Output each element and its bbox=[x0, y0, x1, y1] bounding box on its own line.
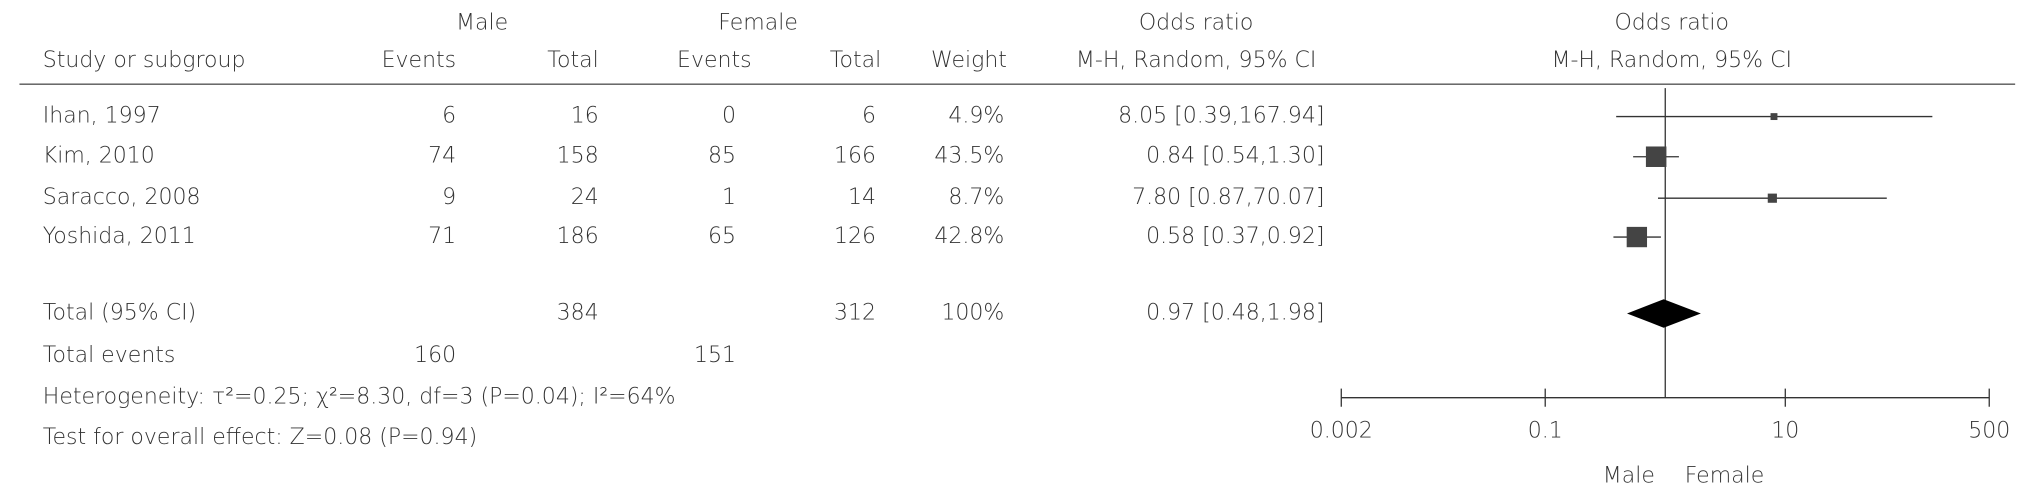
pooled-diamond bbox=[1626, 299, 1701, 328]
cell: 85 bbox=[708, 144, 736, 169]
cell: 24 bbox=[571, 185, 599, 210]
cell: 158 bbox=[557, 144, 599, 169]
cell: 74 bbox=[428, 144, 456, 169]
cell: 126 bbox=[834, 224, 876, 249]
study-name: Kim, 2010 bbox=[43, 144, 155, 169]
cell: 0.58 [0.37,0.92] bbox=[1146, 224, 1324, 249]
x-tick-label: 0.1 bbox=[1528, 418, 1563, 443]
study-name: Saracco, 2008 bbox=[43, 185, 201, 210]
total-events-name: Total events bbox=[43, 343, 176, 368]
cell: 100% bbox=[941, 300, 1004, 325]
cell: 1 bbox=[722, 185, 736, 210]
cell: 160 bbox=[414, 343, 456, 368]
cell: 384 bbox=[557, 300, 599, 325]
column-header: Total bbox=[547, 48, 598, 73]
cell: 312 bbox=[834, 300, 876, 325]
column-header: M-H, Random, 95% CI bbox=[1551, 48, 1791, 73]
cell: 151 bbox=[694, 343, 736, 368]
heterogeneity: Heterogeneity: τ²=0.25; χ²=8.30, df=3 (P… bbox=[43, 385, 676, 410]
cell: 14 bbox=[848, 185, 876, 210]
study-name: Yoshida, 2011 bbox=[43, 224, 196, 249]
group-header: Odds ratio bbox=[1614, 10, 1729, 35]
cell: 8.7% bbox=[948, 185, 1004, 210]
cell: 71 bbox=[428, 224, 456, 249]
cell: 8.05 [0.39,167.94] bbox=[1118, 104, 1324, 129]
cell: 0.97 [0.48,1.98] bbox=[1146, 300, 1324, 325]
x-tick-label: 0.002 bbox=[1310, 418, 1373, 443]
effect-square bbox=[1767, 193, 1777, 203]
column-header: Weight bbox=[931, 48, 1007, 73]
cell: 42.8% bbox=[934, 224, 1004, 249]
cell: 6 bbox=[442, 104, 456, 129]
cell: 9 bbox=[442, 185, 456, 210]
cell: 4.9% bbox=[948, 104, 1004, 129]
cell: 16 bbox=[571, 104, 599, 129]
group-header: Odds ratio bbox=[1139, 10, 1254, 35]
cell: 43.5% bbox=[934, 144, 1004, 169]
column-header: Study or subgroup bbox=[43, 48, 246, 73]
column-header: Events bbox=[677, 48, 752, 73]
column-header: Total bbox=[830, 48, 881, 73]
direction-label: Female bbox=[1685, 464, 1765, 489]
cell: 6 bbox=[862, 104, 876, 129]
cell: 65 bbox=[708, 224, 736, 249]
x-tick-label: 10 bbox=[1771, 418, 1799, 443]
cell: 7.80 [0.87,70.07] bbox=[1132, 185, 1324, 210]
group-header: Female bbox=[718, 10, 798, 35]
direction-label: Male bbox=[1603, 464, 1655, 489]
group-header: Male bbox=[456, 10, 508, 35]
total-name: Total (95% CI) bbox=[43, 300, 196, 325]
overall-effect: Test for overall effect: Z=0.08 (P=0.94) bbox=[43, 425, 477, 450]
effect-square bbox=[1626, 226, 1648, 248]
column-header: M-H, Random, 95% CI bbox=[1076, 48, 1316, 73]
cell: 166 bbox=[834, 144, 876, 169]
study-name: Ihan, 1997 bbox=[43, 104, 161, 129]
effect-square bbox=[1770, 113, 1778, 121]
x-tick-label: 500 bbox=[1968, 418, 2010, 443]
effect-square bbox=[1645, 146, 1667, 167]
cell: 186 bbox=[557, 224, 599, 249]
cell: 0 bbox=[722, 104, 736, 129]
column-header: Events bbox=[382, 48, 457, 73]
cell: 0.84 [0.54,1.30] bbox=[1146, 144, 1324, 169]
